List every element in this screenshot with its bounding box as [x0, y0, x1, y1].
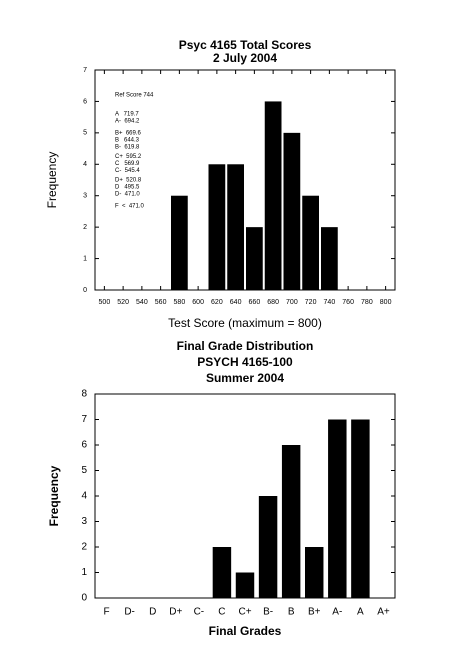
x-tick-label: F: [103, 607, 109, 618]
bar: [235, 572, 255, 598]
histogram-bar: [264, 101, 282, 290]
histogram-bar: [227, 164, 244, 290]
x-tick-label: 540: [136, 299, 148, 306]
x-tick-label: 680: [267, 299, 279, 306]
histogram-bar: [302, 195, 319, 290]
annotation: B- 619.8: [115, 145, 140, 151]
y-tick-label: 5: [83, 130, 87, 137]
y-tick-label: 0: [81, 593, 87, 604]
chart-title: Psyc 4165 Total Scores: [179, 38, 312, 52]
bar: [258, 496, 278, 598]
y-tick-label: 7: [81, 414, 87, 425]
y-tick-label: 4: [83, 161, 87, 168]
y-tick-label: 1: [81, 567, 87, 578]
x-tick-label: 800: [380, 299, 392, 306]
x-axis-label: Final Grades: [209, 624, 282, 638]
y-tick-label: 6: [83, 98, 87, 105]
histogram-bar: [246, 227, 263, 290]
x-tick-label: 580: [174, 299, 186, 306]
x-tick-label: D: [149, 607, 156, 618]
x-tick-label: 620: [211, 299, 223, 306]
x-tick-label: C-: [194, 607, 205, 618]
bar: [351, 419, 370, 598]
annotation: D+ 520.8: [115, 178, 142, 184]
chart-title: 2 July 2004: [213, 51, 277, 65]
histogram-bar: [321, 227, 338, 290]
y-tick-label: 3: [83, 193, 87, 200]
x-tick-label: 720: [305, 299, 317, 306]
chart-title: PSYCH 4165-100: [197, 355, 293, 369]
x-tick-label: A: [357, 607, 364, 618]
x-tick-label: B: [288, 607, 295, 618]
x-tick-label: B-: [263, 607, 273, 618]
x-tick-label: 740: [324, 299, 336, 306]
x-axis-label: Test Score (maximum = 800): [168, 316, 322, 330]
x-tick-label: 520: [117, 299, 129, 306]
bar: [281, 445, 301, 598]
x-tick-label: 640: [230, 299, 242, 306]
y-tick-label: 7: [83, 67, 87, 74]
chart-title: Final Grade Distribution: [177, 339, 314, 353]
x-tick-label: A-: [332, 607, 342, 618]
x-tick-label: 500: [99, 299, 111, 306]
annotation: A- 694.2: [115, 119, 140, 125]
histogram-bar: [208, 164, 226, 290]
bar: [305, 547, 324, 598]
y-axis-label: Frequency: [47, 465, 61, 526]
annotation: B 644.3: [115, 138, 140, 144]
annotation: C 569.9: [115, 161, 140, 167]
y-tick-label: 0: [83, 287, 87, 294]
plot-frame: [94, 69, 396, 291]
y-tick-label: 5: [81, 465, 87, 476]
y-tick-label: 1: [83, 255, 87, 262]
x-tick-label: 660: [249, 299, 261, 306]
x-tick-label: 760: [342, 299, 354, 306]
annotation: D- 471.0: [115, 192, 140, 198]
chart-title: Summer 2004: [206, 371, 284, 385]
y-tick-label: 4: [81, 491, 87, 502]
annotation: C- 545.4: [115, 168, 140, 174]
annotation: B+ 669.6: [115, 131, 142, 137]
x-tick-label: B+: [308, 607, 321, 618]
x-tick-label: C: [218, 607, 225, 618]
x-tick-label: 780: [361, 299, 373, 306]
x-tick-label: D-: [124, 607, 135, 618]
plot-frame: [94, 393, 396, 599]
x-tick-label: 700: [286, 299, 298, 306]
annotation: D 495.5: [115, 185, 140, 191]
bar: [328, 419, 347, 598]
y-tick-label: 2: [83, 224, 87, 231]
x-tick-label: 560: [155, 299, 167, 306]
y-axis-label: Frequency: [45, 152, 59, 209]
histogram-bar: [283, 132, 301, 290]
y-tick-label: 2: [81, 542, 87, 553]
y-tick-label: 6: [81, 440, 87, 451]
x-tick-label: A+: [377, 607, 390, 618]
x-tick-label: C+: [238, 607, 251, 618]
x-tick-label: D+: [169, 607, 182, 618]
annotation: A 719.7: [115, 112, 139, 118]
y-tick-label: 8: [81, 389, 87, 400]
annotation: C+ 595.2: [115, 154, 142, 160]
y-tick-label: 3: [81, 516, 87, 527]
annotation: F < 471.0: [115, 204, 145, 210]
x-tick-label: 600: [192, 299, 204, 306]
bar: [212, 547, 232, 598]
annotation: Ref Score 744: [115, 93, 154, 99]
histogram-bar: [171, 195, 188, 290]
